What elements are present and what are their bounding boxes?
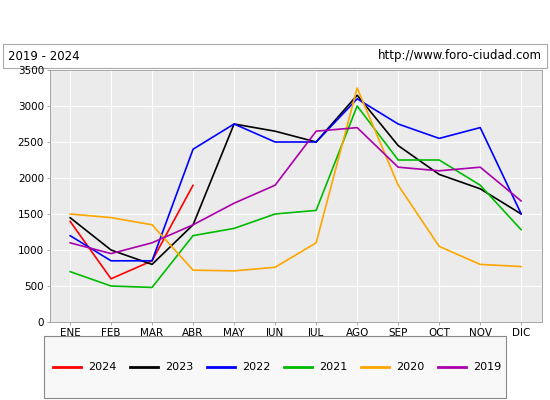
Text: 2020: 2020 [396, 362, 424, 372]
Text: 2022: 2022 [242, 362, 270, 372]
Text: http://www.foro-ciudad.com: http://www.foro-ciudad.com [378, 50, 542, 62]
Text: 2019: 2019 [473, 362, 501, 372]
Text: 2023: 2023 [165, 362, 193, 372]
Text: 2019 - 2024: 2019 - 2024 [8, 50, 80, 62]
Text: Evolucion Nº Turistas Nacionales en el municipio de Venta del Moro: Evolucion Nº Turistas Nacionales en el m… [51, 14, 499, 28]
FancyBboxPatch shape [44, 336, 506, 398]
Text: 2021: 2021 [319, 362, 347, 372]
Text: 2024: 2024 [88, 362, 116, 372]
